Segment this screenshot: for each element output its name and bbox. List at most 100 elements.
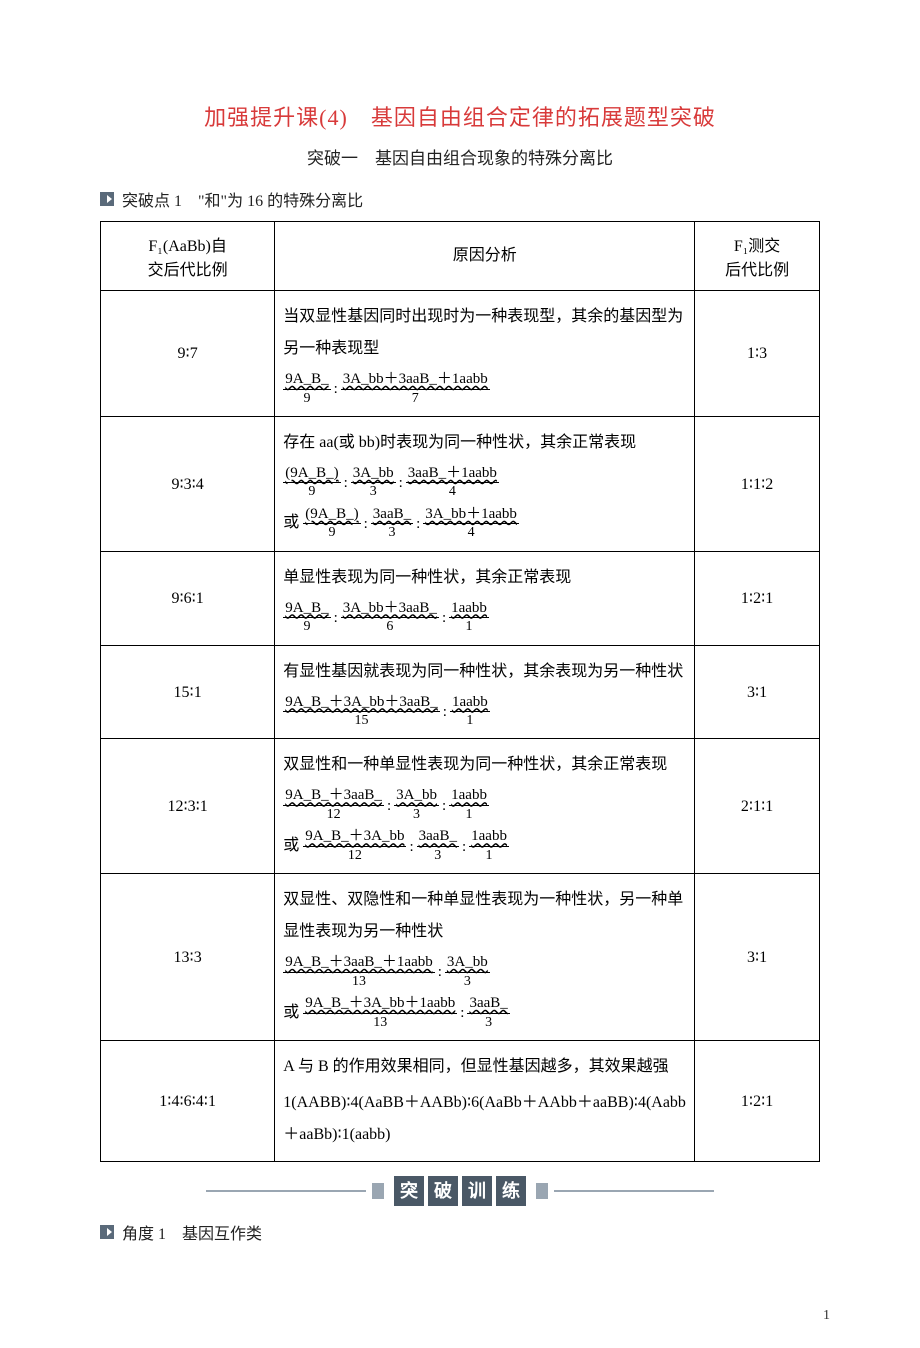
fraction-denominator: 3: [413, 806, 420, 822]
banner-char-1: 突: [394, 1176, 424, 1206]
fraction-denominator: 3: [370, 483, 377, 499]
fraction-numerator: 1aabb: [450, 694, 490, 713]
main-title: 加强提升课(4) 基因自由组合定律的拓展题型突破: [100, 100, 820, 132]
fraction-denominator: 1: [466, 806, 473, 822]
fraction-numerator: 9A_B_＋3A_bb＋1aabb: [303, 995, 457, 1014]
banner-char-3: 训: [462, 1176, 492, 1206]
fraction-denominator: 9: [303, 390, 310, 406]
fraction-group: 3aaB_＋1aabb4: [406, 465, 499, 500]
table-row-ratio: 9∶6∶1: [101, 551, 275, 645]
fraction-group: 1aabb1: [449, 787, 489, 822]
banner-line-left: [206, 1190, 366, 1192]
table-row-testcross: 3∶1: [695, 874, 820, 1041]
analysis-desc: 单显性表现为同一种性状，其余正常表现: [283, 562, 686, 594]
fraction-sep: :: [343, 475, 349, 492]
table-row-ratio: 9∶7: [101, 291, 275, 417]
table-row-analysis: 当双显性基因同时出现时为一种表现型，其余的基因型为另一种表现型 9A_B_9:3A…: [275, 291, 695, 417]
th-selfcross-line2: 交后代比例: [109, 256, 266, 280]
fraction-group: 9A_B_＋3A_bb＋3aaB_15: [283, 694, 440, 729]
fraction-numerator: 3A_bb＋3aaB_＋1aabb: [341, 371, 490, 390]
fraction-numerator: 9A_B_＋3aaB_＋1aabb: [283, 954, 434, 973]
table-row-testcross: 2∶1∶1: [695, 739, 820, 874]
angle-1: 角度 1 基因互作类: [100, 1220, 820, 1244]
analysis-desc: 存在 aa(或 bb)时表现为同一种性状，其余正常表现: [283, 427, 686, 459]
fraction-denominator: 6: [386, 618, 393, 634]
analysis-desc: 有显性基因就表现为同一种性状，其余表现为另一种性状: [283, 656, 686, 688]
table-row-analysis: 单显性表现为同一种性状，其余正常表现 9A_B_9:3A_bb＋3aaB_6:1a…: [275, 551, 695, 645]
table-row-analysis: 有显性基因就表现为同一种性状，其余表现为另一种性状 9A_B_＋3A_bb＋3aa…: [275, 645, 695, 739]
fraction-group: 9A_B_＋3aaB_＋1aabb13: [283, 954, 434, 989]
fraction-numerator: 9A_B_＋3aaB_: [283, 787, 384, 806]
table-row-ratio: 9∶3∶4: [101, 416, 275, 551]
fraction-group: 9A_B_＋3aaB_12: [283, 787, 384, 822]
fraction-sep: :: [441, 610, 447, 627]
fraction-line: 9A_B_＋3aaB_＋1aabb13:3A_bb3: [283, 954, 686, 989]
table-row-ratio: 13∶3: [101, 874, 275, 1041]
analysis-desc: 当双显性基因同时出现时为一种表现型，其余的基因型为另一种表现型: [283, 301, 686, 365]
fraction-line: 9A_B_9:3A_bb＋3aaB_6:1aabb1: [283, 600, 686, 635]
fraction-sep: :: [333, 610, 339, 627]
fraction-denominator: 1: [486, 847, 493, 863]
th-testcross-line1: F₁测交: [703, 232, 811, 256]
fraction-numerator: 1aabb: [449, 787, 489, 806]
fraction-numerator: 3A_bb: [445, 954, 490, 973]
fraction-prefix: 或: [283, 514, 299, 532]
fraction-denominator: 4: [468, 524, 475, 540]
banner-bar-right: [536, 1183, 548, 1199]
banner-char-4: 练: [496, 1176, 526, 1206]
table-row-testcross: 1∶1∶2: [695, 416, 820, 551]
th-analysis: 原因分析: [275, 222, 695, 291]
fraction-denominator: 13: [373, 1014, 387, 1030]
fraction-group: 9A_B_9: [283, 371, 330, 406]
fraction-sep: :: [415, 516, 421, 533]
banner-char-2: 破: [428, 1176, 458, 1206]
fraction-group: 3A_bb3: [351, 465, 396, 500]
table-row-analysis: A 与 B 的作用效果相同，但显性基因越多，其效果越强1(AABB)∶4(AaB…: [275, 1041, 695, 1162]
fraction-numerator: 3A_bb＋3aaB_: [341, 600, 439, 619]
fraction-numerator: 1aabb: [469, 828, 509, 847]
fraction-group: 3aaB_3: [467, 995, 509, 1030]
table-row-testcross: 1∶2∶1: [695, 551, 820, 645]
fraction-group: 1aabb1: [449, 600, 489, 635]
th-testcross-line2: 后代比例: [703, 256, 811, 280]
fraction-line: 9A_B_＋3A_bb＋3aaB_15:1aabb1: [283, 694, 686, 729]
fraction-numerator: 1aabb: [449, 600, 489, 619]
fraction-sep: :: [398, 475, 404, 492]
fraction-denominator: 12: [348, 847, 362, 863]
fraction-group: 9A_B_＋3A_bb＋1aabb13: [303, 995, 457, 1030]
fraction-numerator: 9A_B_＋3A_bb: [303, 828, 406, 847]
analysis-desc: 双显性、双隐性和一种单显性表现为一种性状，另一种单显性表现为另一种性状: [283, 884, 686, 948]
fraction-sep: :: [437, 964, 443, 981]
table-row-ratio: 15∶1: [101, 645, 275, 739]
fraction-line: 或(9A_B_)9:3aaB_3:3A_bb＋1aabb4: [283, 506, 686, 541]
fraction-group: 3aaB_3: [417, 828, 459, 863]
breakpoint-1-label: 突破点 1 "和"为 16 的特殊分离比: [122, 187, 363, 211]
fraction-group: 1aabb1: [450, 694, 490, 729]
fraction-denominator: 3: [485, 1014, 492, 1030]
banner-boxes: 突 破 训 练: [394, 1176, 526, 1206]
fraction-group: 9A_B_＋3A_bb12: [303, 828, 406, 863]
fraction-denominator: 7: [412, 390, 419, 406]
fraction-group: 3aaB_3: [371, 506, 413, 541]
fraction-line: 9A_B_＋3aaB_12:3A_bb3:1aabb1: [283, 787, 686, 822]
fraction-numerator: 3aaB_: [371, 506, 413, 525]
fraction-denominator: 12: [327, 806, 341, 822]
banner-line-right: [554, 1190, 714, 1192]
fraction-group: 3A_bb＋1aabb4: [423, 506, 519, 541]
fraction-numerator: 9A_B_: [283, 371, 330, 390]
fraction-sep: :: [363, 516, 369, 533]
fraction-denominator: 15: [355, 712, 369, 728]
fraction-denominator: 3: [464, 973, 471, 989]
fraction-denominator: 3: [434, 847, 441, 863]
fraction-sep: :: [408, 839, 414, 856]
fraction-denominator: 3: [388, 524, 395, 540]
fraction-group: (9A_B_)9: [303, 506, 360, 541]
fraction-prefix: 或: [283, 1004, 299, 1022]
fraction-sep: :: [459, 1005, 465, 1022]
table-row-testcross: 1∶2∶1: [695, 1041, 820, 1162]
table-row-analysis: 双显性和一种单显性表现为同一种性状，其余正常表现9A_B_＋3aaB_12:3A…: [275, 739, 695, 874]
fraction-numerator: 3aaB_＋1aabb: [406, 465, 499, 484]
fraction-line: 9A_B_9:3A_bb＋3aaB_＋1aabb7: [283, 371, 686, 406]
fraction-denominator: 13: [352, 973, 366, 989]
angle-1-label: 角度 1 基因互作类: [122, 1220, 262, 1244]
